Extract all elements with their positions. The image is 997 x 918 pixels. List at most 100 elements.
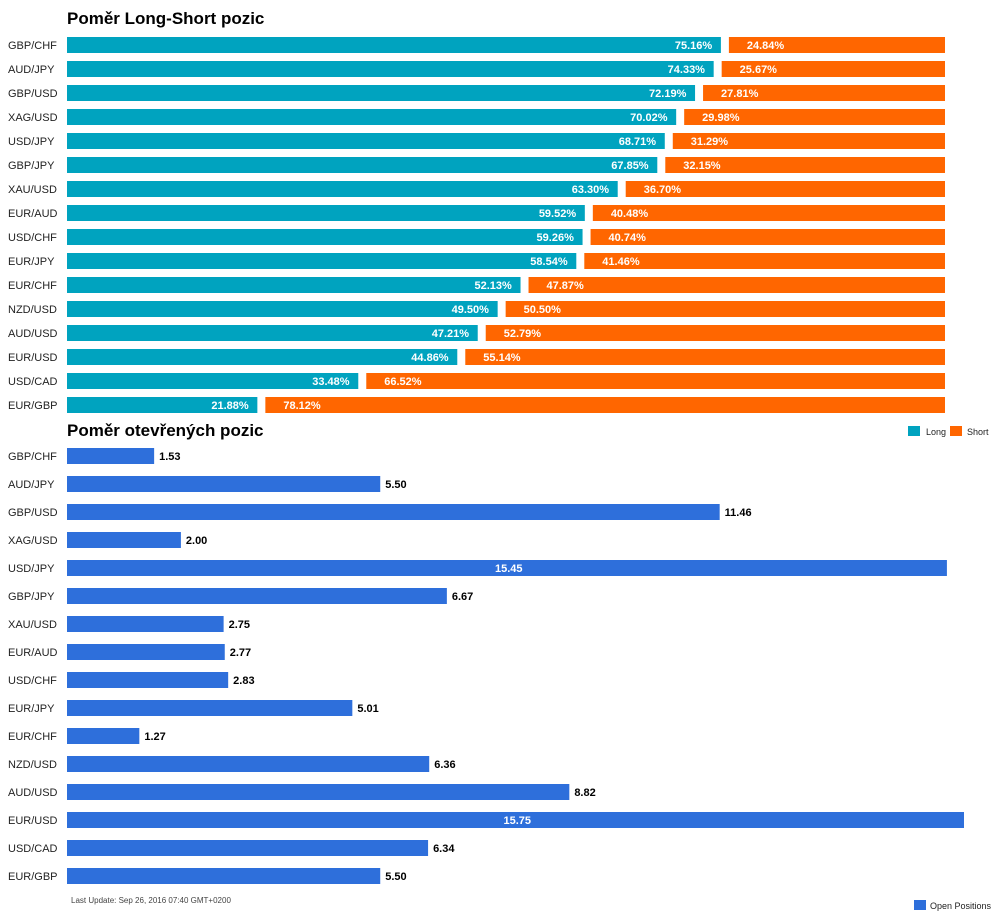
short-value-label-eur-aud: 40.48%	[611, 208, 649, 220]
short-bar-nzd-usd	[505, 301, 945, 317]
long-value-label-usd-chf: 59.26%	[537, 232, 575, 244]
long-bar-aud-jpy	[67, 61, 714, 77]
op-category-label-usd-jpy: USD/JPY	[8, 563, 55, 575]
ls-category-label-aud-jpy: AUD/JPY	[8, 64, 55, 76]
long-value-label-xag-usd: 70.02%	[630, 112, 668, 124]
open-positions-value-label-aud-usd: 8.82	[574, 787, 595, 799]
legend-label-long: Long	[926, 427, 946, 437]
legend-swatch-short	[950, 426, 962, 436]
legend-label-short: Short	[967, 427, 989, 437]
ls-category-label-gbp-chf: GBP/CHF	[8, 40, 57, 52]
long-bar-aud-usd	[67, 325, 478, 341]
open-positions-value-label-gbp-chf: 1.53	[159, 451, 180, 463]
op-category-label-gbp-jpy: GBP/JPY	[8, 591, 55, 603]
ls-category-label-usd-cad: USD/CAD	[8, 376, 58, 388]
op-category-label-xag-usd: XAG/USD	[8, 535, 58, 547]
op-category-label-eur-gbp: EUR/GBP	[8, 871, 58, 883]
long-bar-nzd-usd	[67, 301, 498, 317]
ls-category-label-gbp-jpy: GBP/JPY	[8, 160, 55, 172]
short-bar-aud-usd	[485, 325, 945, 341]
short-bar-aud-jpy	[721, 61, 945, 77]
ls-category-label-nzd-usd: NZD/USD	[8, 304, 57, 316]
open-positions-value-label-eur-chf: 1.27	[144, 731, 165, 743]
short-bar-eur-gbp	[265, 397, 946, 413]
open-positions-bar-usd-cad	[67, 840, 429, 856]
op-category-label-nzd-usd: NZD/USD	[8, 759, 57, 771]
open-positions-value-label-aud-jpy: 5.50	[385, 479, 406, 491]
short-bar-usd-chf	[590, 229, 945, 245]
last-update-text: Last Update: Sep 26, 2016 07:40 GMT+0200	[71, 896, 231, 905]
short-value-label-eur-gbp: 78.12%	[283, 400, 321, 412]
long-bar-eur-aud	[67, 205, 585, 221]
open-positions-bar-usd-chf	[67, 672, 229, 688]
long-value-label-gbp-usd: 72.19%	[649, 88, 687, 100]
short-value-label-xau-usd: 36.70%	[644, 184, 682, 196]
open-positions-value-label-eur-gbp: 5.50	[385, 871, 406, 883]
short-value-label-usd-chf: 40.74%	[609, 232, 647, 244]
open-positions-bar-aud-jpy	[67, 476, 381, 492]
ls-category-label-usd-jpy: USD/JPY	[8, 136, 55, 148]
short-value-label-gbp-jpy: 32.15%	[683, 160, 721, 172]
long-value-label-aud-usd: 47.21%	[432, 328, 470, 340]
open-positions-bar-eur-chf	[67, 728, 140, 744]
long-bar-gbp-chf	[67, 37, 721, 53]
long-value-label-usd-jpy: 68.71%	[619, 136, 657, 148]
long-value-label-gbp-jpy: 67.85%	[611, 160, 649, 172]
op-category-label-eur-aud: EUR/AUD	[8, 647, 58, 659]
open-positions-value-label-usd-cad: 6.34	[433, 843, 455, 855]
short-value-label-xag-usd: 29.98%	[702, 112, 740, 124]
open-positions-legend: Open Positions	[914, 900, 992, 911]
open-positions-value-label-usd-jpy: 15.45	[495, 563, 523, 575]
long-value-label-eur-chf: 52.13%	[475, 280, 513, 292]
ls-category-label-eur-chf: EUR/CHF	[8, 280, 57, 292]
open-positions-value-label-xag-usd: 2.00	[186, 535, 207, 547]
long-bar-usd-cad	[67, 373, 359, 389]
long-bar-usd-chf	[67, 229, 583, 245]
short-bar-xau-usd	[625, 181, 945, 197]
open-positions-title: Poměr otevřených pozic	[67, 421, 264, 440]
op-category-label-usd-cad: USD/CAD	[8, 843, 58, 855]
open-positions-bar-eur-jpy	[67, 700, 353, 716]
open-positions-bar-eur-usd	[67, 812, 964, 828]
open-positions-value-label-usd-chf: 2.83	[233, 675, 254, 687]
short-value-label-eur-jpy: 41.46%	[602, 256, 640, 268]
short-bar-gbp-jpy	[665, 157, 945, 173]
op-category-label-eur-usd: EUR/USD	[8, 815, 58, 827]
short-value-label-aud-usd: 52.79%	[504, 328, 542, 340]
long-value-label-gbp-chf: 75.16%	[675, 40, 713, 52]
legend-swatch-open-positions	[914, 900, 926, 910]
long-value-label-aud-jpy: 74.33%	[668, 64, 706, 76]
long-short-chart: Poměr Long-Short pozic GBP/CHF 75.16% 24.8…	[8, 9, 989, 437]
long-short-legend: Long Short	[908, 426, 989, 437]
op-category-label-xau-usd: XAU/USD	[8, 619, 57, 631]
long-value-label-eur-gbp: 21.88%	[211, 400, 249, 412]
long-value-label-usd-cad: 33.48%	[312, 376, 350, 388]
ls-category-label-aud-usd: AUD/USD	[8, 328, 58, 340]
ls-category-label-eur-gbp: EUR/GBP	[8, 400, 58, 412]
short-value-label-usd-jpy: 31.29%	[691, 136, 729, 148]
short-bar-eur-jpy	[584, 253, 945, 269]
short-bar-eur-aud	[592, 205, 945, 221]
open-positions-value-label-eur-aud: 2.77	[230, 647, 251, 659]
long-bar-usd-jpy	[67, 133, 665, 149]
short-value-label-aud-jpy: 25.67%	[740, 64, 778, 76]
long-value-label-eur-aud: 59.52%	[539, 208, 577, 220]
open-positions-bar-gbp-usd	[67, 504, 720, 520]
open-positions-bar-gbp-jpy	[67, 588, 447, 604]
open-positions-bar-aud-usd	[67, 784, 570, 800]
long-value-label-eur-jpy: 58.54%	[530, 256, 568, 268]
open-positions-bar-eur-gbp	[67, 868, 381, 884]
short-bar-gbp-usd	[703, 85, 945, 101]
long-bar-eur-gbp	[67, 397, 258, 413]
open-positions-value-label-gbp-usd: 11.46	[725, 507, 752, 519]
short-bar-eur-chf	[528, 277, 945, 293]
open-positions-value-label-nzd-usd: 6.36	[434, 759, 455, 771]
short-bar-usd-cad	[366, 373, 945, 389]
short-value-label-eur-usd: 55.14%	[483, 352, 521, 364]
op-category-label-aud-jpy: AUD/JPY	[8, 479, 55, 491]
long-bar-xag-usd	[67, 109, 677, 125]
long-value-label-eur-usd: 44.86%	[411, 352, 449, 364]
long-value-label-nzd-usd: 49.50%	[452, 304, 490, 316]
op-category-label-aud-usd: AUD/USD	[8, 787, 58, 799]
